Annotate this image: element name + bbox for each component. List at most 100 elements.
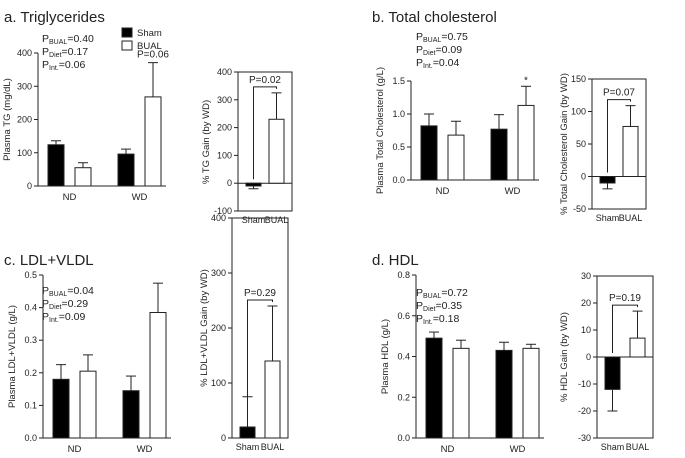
y-tick-label: 0.4	[397, 352, 410, 362]
gain-chart: 0 100 200 300 400 % LDL+VLDL Gain (by WD) Sham…	[199, 213, 289, 452]
sham-bar-wd	[495, 349, 513, 439]
stat-p: P	[42, 311, 49, 323]
y-axis-label: Plasma TG (mg/dL)	[2, 78, 13, 161]
stat-value: =0.09	[435, 44, 462, 56]
y-tick-label: 0.4	[24, 303, 37, 313]
y-tick-label: 0.0	[397, 433, 410, 443]
stat-line: PInt.=0.09	[42, 311, 85, 324]
x-tick-label: BUAL	[626, 442, 650, 452]
y-axis-label: Plasma LDL+VLDL (g/L)	[7, 305, 18, 408]
y-tick-label: 100	[571, 107, 586, 117]
bual-bar-nd	[452, 347, 470, 439]
y-axis-label: % LDL+VLDL Gain (by WD)	[199, 269, 210, 387]
stat-p: P	[416, 31, 423, 43]
stat-value: =0.35	[435, 300, 462, 312]
panel-title: d. HDL	[372, 252, 419, 269]
y-tick-label: 0.1	[24, 400, 37, 410]
y-tick-label: 150	[571, 74, 586, 84]
y-tick-label: 0	[581, 172, 586, 182]
y-axis-label: Plasma Total Cholesterol (g/L)	[375, 67, 386, 194]
gain-p-value: P=0.19	[609, 293, 641, 304]
stat-value: =0.09	[59, 311, 86, 323]
y-tick-label: 0.6	[397, 311, 410, 321]
y-tick-label: 200	[17, 115, 32, 125]
y-tick-label: 100	[17, 148, 32, 158]
bual-gain-bar	[629, 337, 646, 358]
panel-d: d. HDLPBUAL=0.72PDiet=0.35PInt.=0.180.00…	[372, 252, 654, 455]
bual-bar-wd	[522, 347, 540, 439]
y-axis-label: Plasma HDL (g/L)	[380, 319, 391, 394]
panel-title: c. LDL+VLDL	[4, 252, 94, 269]
stat-sub: BUAL	[49, 39, 67, 46]
y-tick-label: 300	[217, 95, 232, 105]
bual-gain-bar	[622, 125, 639, 177]
x-tick-label: Sham	[596, 213, 620, 223]
y-tick-label: 100	[211, 378, 226, 388]
stat-line: PDiet=0.29	[42, 298, 88, 311]
x-tick-label: ND	[436, 186, 450, 197]
bual-bar-wd	[144, 96, 162, 187]
y-tick-label: -10	[578, 379, 591, 389]
significance-bracket	[247, 299, 273, 423]
gain-frame	[237, 71, 293, 212]
y-tick-label: 300	[211, 268, 226, 278]
stat-line: PDiet=0.35	[416, 300, 462, 313]
stat-sub: Int.	[49, 317, 59, 324]
x-tick-label: ND	[68, 444, 82, 455]
stat-sub: Diet	[423, 306, 436, 313]
stat-line: PBUAL=0.40	[42, 33, 94, 46]
legend: Sham BUAL	[121, 27, 162, 52]
y-tick-label: 50	[576, 139, 586, 149]
stat-value: =0.04	[67, 285, 94, 297]
y-tick-label: 0.0	[392, 175, 405, 185]
legend-swatch-bual	[121, 40, 133, 51]
stat-sub: Diet	[49, 52, 62, 59]
stat-value: =0.17	[61, 46, 88, 58]
y-tick-label: 1.5	[392, 76, 405, 86]
y-tick-label: 300	[17, 81, 32, 91]
sham-bar-nd	[420, 125, 438, 181]
sham-bar-nd	[52, 378, 70, 439]
y-tick-label: 0	[586, 352, 591, 362]
stat-line: PDiet=0.17	[42, 46, 88, 59]
significance-bracket	[612, 304, 638, 353]
y-tick-label: 100	[217, 150, 232, 160]
gain-chart: -100 0 100 200 300 400 % TG Gain (by WD) Sham BU…	[201, 67, 293, 225]
main-chart: 0.0 0.5 1.0 1.5 Plasma Total Cholesterol (g/…	[375, 67, 539, 197]
y-tick-label: 20	[581, 298, 591, 308]
y-tick-label: 0.2	[24, 368, 37, 378]
x-tick-label: WD	[137, 444, 153, 455]
stat-sub: Diet	[49, 304, 62, 311]
stat-p: P	[42, 285, 49, 297]
bual-bar-wd	[517, 104, 535, 181]
stat-value: =0.40	[67, 33, 94, 45]
gain-p-value: P=0.29	[244, 288, 276, 299]
panel-a: a. TriglyceridesPBUAL=0.40PDiet=0.17PInt…	[2, 9, 293, 225]
y-tick-label: 0	[27, 181, 32, 191]
y-tick-label: 200	[211, 323, 226, 333]
gain-chart: -30 -20 -10 0 10 20 30 % HDL Gain (by WD) Sham BU…	[559, 271, 654, 452]
y-tick-label: -20	[578, 406, 591, 416]
panel-c: c. LDL+VLDLPBUAL=0.04PDiet=0.29PInt.=0.0…	[4, 213, 289, 455]
sham-bar-nd	[47, 144, 65, 187]
significance-label: P=0.06	[137, 50, 169, 61]
stat-p: P	[42, 298, 49, 310]
stat-sub: Int.	[49, 65, 59, 72]
y-tick-label: -30	[578, 433, 591, 443]
bual-bar-nd	[74, 167, 92, 187]
stat-value: =0.06	[59, 59, 86, 71]
y-tick-label: 400	[211, 213, 226, 223]
stat-value: =0.18	[433, 313, 460, 325]
legend-swatch-sham	[121, 27, 133, 38]
panel-title: a. Triglycerides	[4, 9, 105, 26]
x-tick-label: WD	[132, 192, 148, 203]
legend-label: Sham	[137, 28, 162, 39]
panel-b: b. Total cholesterolPBUAL=0.75PDiet=0.09…	[372, 9, 647, 223]
y-tick-label: 30	[581, 271, 591, 281]
y-tick-label: 0.5	[24, 270, 37, 280]
stat-sub: Int.	[423, 63, 433, 70]
bual-bar-nd	[447, 134, 465, 181]
y-tick-label: 0	[221, 433, 226, 443]
x-tick-label: Sham	[242, 215, 266, 225]
